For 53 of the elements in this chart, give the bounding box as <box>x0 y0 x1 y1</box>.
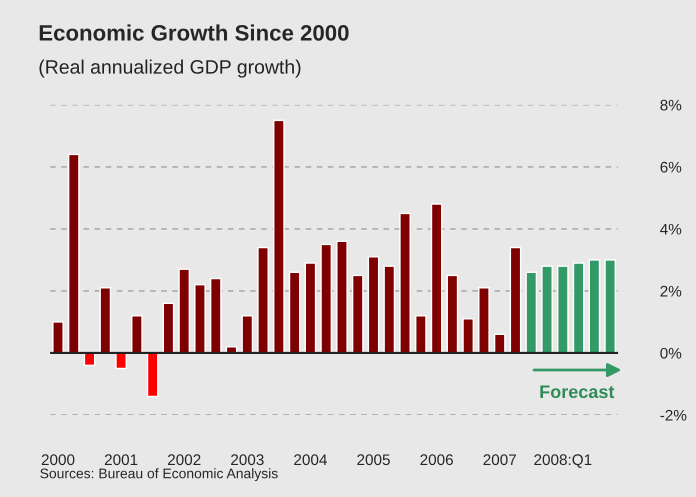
bar <box>304 262 316 354</box>
bar <box>241 315 254 354</box>
bar <box>368 256 380 354</box>
bar <box>178 268 190 354</box>
x-tick-label: 2008:Q1 <box>534 454 592 468</box>
x-tick-label: 2007 <box>484 454 516 466</box>
bar <box>273 120 285 354</box>
source-note: Sources: Bureau of Economic Analysis <box>40 468 278 482</box>
bar <box>100 287 112 354</box>
bar <box>541 265 553 354</box>
y-tick-label: 2% <box>660 286 682 297</box>
annotation: Forecast <box>540 386 614 398</box>
x-tick-label: 2000 <box>42 454 74 466</box>
y-tick-label: 4% <box>660 224 682 235</box>
bar <box>336 240 348 354</box>
bar <box>510 246 522 354</box>
chart-title: Economic Growth Since 2000 <box>40 24 349 41</box>
y-tick-label: 6% <box>660 162 682 173</box>
bar <box>210 278 222 354</box>
y-tick-label: -2% <box>660 410 686 421</box>
bar <box>131 315 143 354</box>
bar <box>557 265 569 354</box>
bar <box>288 272 300 354</box>
bar <box>162 302 174 354</box>
bar <box>399 212 411 354</box>
bar <box>52 321 64 354</box>
bar <box>320 244 332 354</box>
bar <box>604 259 616 354</box>
x-tick-label: 2005 <box>357 454 390 466</box>
chart-subtitle: (Real annualized GDP growth) <box>39 60 300 78</box>
x-tick-label: 2001 <box>104 454 138 466</box>
bar <box>525 272 538 354</box>
bar <box>84 352 96 366</box>
bar <box>446 274 458 354</box>
bar <box>572 262 584 354</box>
x-tick-label: 2002 <box>168 454 200 466</box>
bar <box>68 154 80 354</box>
bar <box>383 265 396 354</box>
x-tick-label: 2004 <box>294 454 327 466</box>
x-tick-label: 2006 <box>420 454 453 466</box>
bar <box>494 334 506 354</box>
bar <box>146 352 158 398</box>
bar <box>478 287 490 354</box>
bar <box>352 274 364 354</box>
bar <box>415 315 427 354</box>
y-tick-label: 0% <box>660 348 682 359</box>
bar <box>194 284 206 354</box>
bar <box>257 246 269 354</box>
bar <box>588 259 600 354</box>
y-tick-label: 8% <box>660 100 682 111</box>
bar <box>430 203 442 354</box>
bar <box>462 318 474 354</box>
x-tick-label: 2003 <box>231 454 264 466</box>
